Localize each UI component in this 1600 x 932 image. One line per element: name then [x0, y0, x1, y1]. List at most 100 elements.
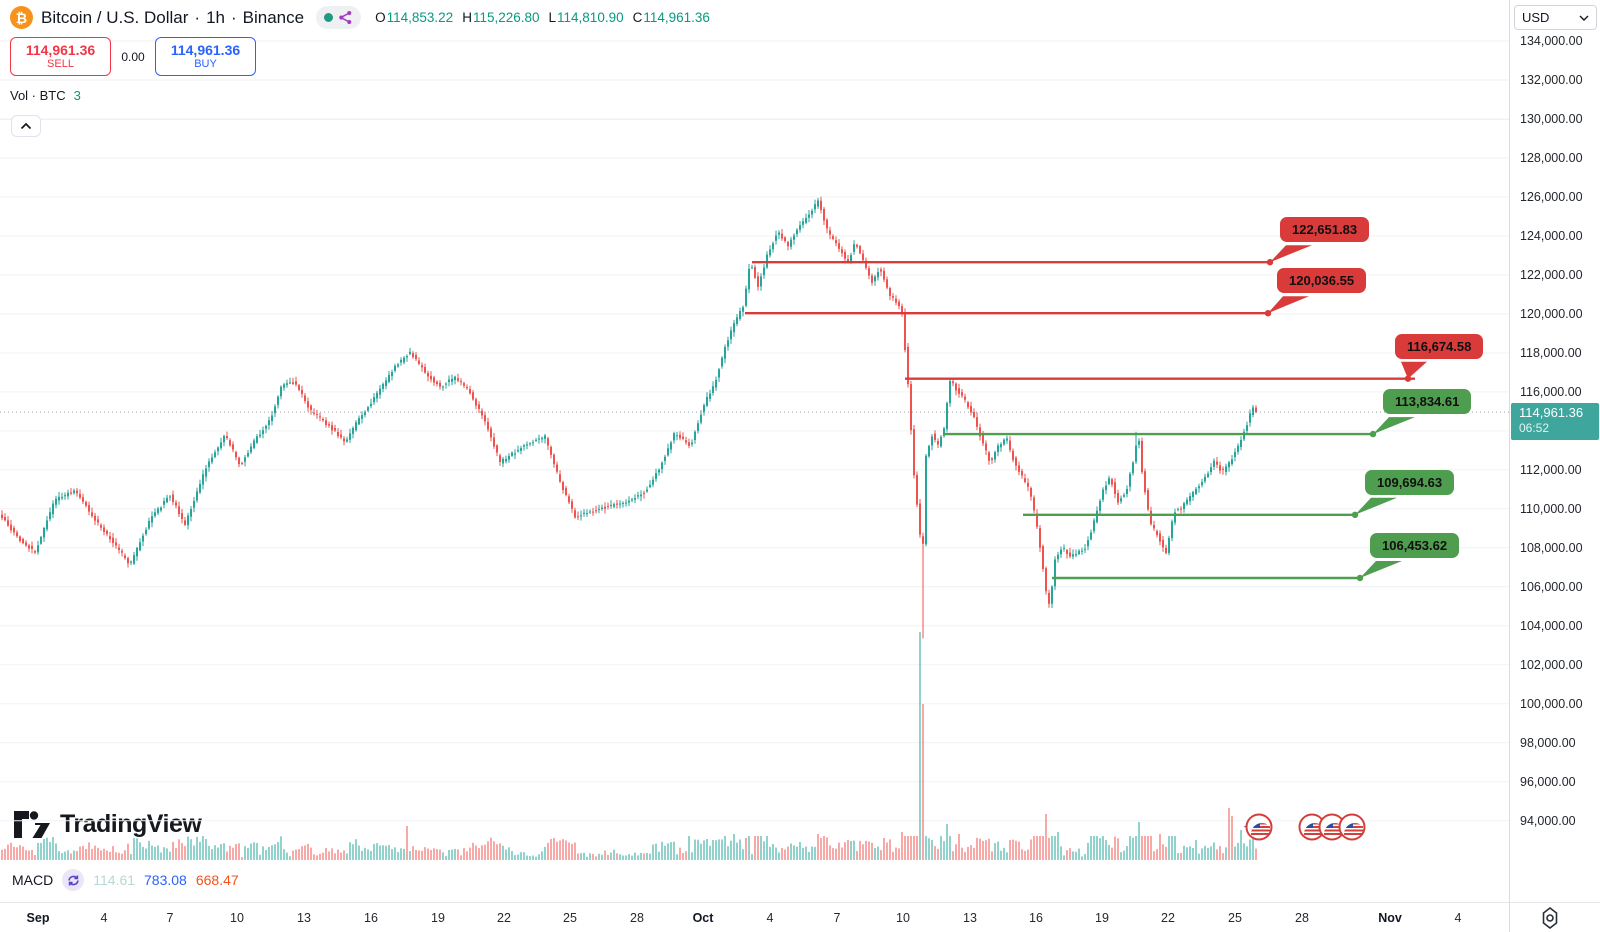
time-tick-label: 25: [1228, 911, 1242, 925]
price-tick-label: 134,000.00: [1520, 34, 1583, 48]
price-tick-label: 120,000.00: [1520, 307, 1583, 321]
price-tick-label: 132,000.00: [1520, 73, 1583, 87]
currency-dropdown[interactable]: USD: [1514, 5, 1597, 30]
time-tick-label: 7: [833, 911, 841, 925]
time-tick-label: 10: [896, 911, 910, 925]
chevron-up-icon: [20, 122, 32, 130]
price-tick-label: 106,000.00: [1520, 580, 1583, 594]
time-tick-label: 19: [1095, 911, 1109, 925]
price-tick-label: 100,000.00: [1520, 697, 1583, 711]
time-tick-label: 13: [963, 911, 977, 925]
price-tick-label: 118,000.00: [1520, 346, 1582, 360]
settings-gear-icon[interactable]: [1538, 906, 1562, 930]
price-level-label[interactable]: 106,453.62: [1370, 533, 1460, 558]
open-value: 114,853.22: [386, 10, 454, 25]
pane-divider: [0, 119, 1509, 120]
time-tick-label: 10: [230, 911, 244, 925]
price-tick-label: 124,000.00: [1520, 229, 1583, 243]
price-level-label[interactable]: 120,036.55: [1277, 268, 1367, 293]
low-label: L: [548, 10, 557, 25]
price-tick-label: 112,000.00: [1520, 463, 1582, 477]
sell-button[interactable]: 114,961.36 SELL: [10, 37, 111, 76]
us-flag-icon: [1245, 813, 1273, 841]
time-tick-label: 13: [297, 911, 311, 925]
exchange-label: Binance: [242, 7, 305, 27]
price-tick-label: 94,000.00: [1520, 814, 1576, 828]
price-tick-label: 110,000.00: [1520, 502, 1582, 516]
title-separator: ·: [230, 7, 237, 27]
time-tick-label: 28: [1295, 911, 1309, 925]
time-tick-label: 25: [563, 911, 577, 925]
us-flag-icon: [1338, 813, 1366, 841]
interval-label[interactable]: 1h: [206, 7, 225, 27]
price-level-label[interactable]: 113,834.61: [1383, 389, 1472, 414]
last-price-badge: 114,961.36 06:52: [1511, 403, 1599, 440]
sell-label: SELL: [47, 58, 74, 71]
sell-price: 114,961.36: [25, 42, 96, 59]
price-tick-label: 122,000.00: [1520, 268, 1583, 282]
volume-legend[interactable]: Vol · BTC 3: [10, 88, 81, 103]
symbol-name: Bitcoin / U.S. Dollar: [41, 7, 189, 27]
symbol-header: ₿ Bitcoin / U.S. Dollar · 1h · Binance O…: [10, 6, 710, 29]
time-tick-label: 28: [630, 911, 644, 925]
high-value: 115,226.80: [472, 10, 540, 25]
time-tick-label: Sep: [26, 911, 50, 925]
buy-button[interactable]: 114,961.36 BUY: [155, 37, 256, 76]
buy-price: 114,961.36: [170, 42, 241, 59]
ohlc-readout: O 114,853.22 H 115,226.80 L 114,810.90 C 114…: [375, 10, 710, 25]
time-tick-label: Oct: [692, 911, 714, 925]
event-marker-group[interactable]: ✦: [1242, 813, 1273, 841]
price-tick-label: 102,000.00: [1520, 658, 1583, 672]
macd-legend[interactable]: MACD 114.61 783.08 668.47: [12, 869, 239, 891]
close-label: C: [632, 10, 643, 25]
time-tick-label: 19: [431, 911, 445, 925]
price-axis[interactable]: USD 134,000.00 132,000.00 130,000.00 128,00…: [1509, 0, 1600, 902]
price-tick-label: 108,000.00: [1520, 541, 1583, 555]
tradingview-watermark: TradingView: [14, 810, 202, 839]
price-tick-label: 130,000.00: [1520, 112, 1583, 126]
price-level-label[interactable]: 116,674.58: [1395, 334, 1484, 359]
candlestick-chart[interactable]: [0, 0, 1509, 902]
time-tick-label: 16: [1029, 911, 1043, 925]
symbol-title[interactable]: Bitcoin / U.S. Dollar · 1h · Binance: [41, 8, 304, 28]
low-value: 114,810.90: [557, 10, 624, 25]
last-price-value: 114,961.36: [1519, 405, 1584, 420]
macd-value-3: 668.47: [195, 872, 239, 888]
price-tick-label: 104,000.00: [1520, 619, 1583, 633]
price-tick-label: 128,000.00: [1520, 151, 1583, 165]
price-tick-label: 116,000.00: [1520, 385, 1582, 399]
buy-label: BUY: [194, 58, 217, 71]
title-separator: ·: [194, 7, 201, 27]
share-icon[interactable]: [338, 10, 353, 25]
order-panel: 114,961.36 SELL 0.00 114,961.36 BUY: [10, 37, 256, 76]
price-level-label[interactable]: 122,651.83: [1280, 217, 1370, 242]
time-tick-label: 16: [364, 911, 378, 925]
currency-label: USD: [1522, 10, 1550, 25]
price-level-label[interactable]: 109,694.63: [1365, 470, 1455, 495]
price-tick-label: 98,000.00: [1520, 736, 1576, 750]
macd-value-2: 783.08: [144, 872, 187, 888]
event-marker-group[interactable]: [1298, 813, 1366, 841]
volume-label: Vol · BTC: [10, 88, 66, 103]
bitcoin-icon: ₿: [10, 6, 33, 29]
collapse-pane-button[interactable]: [11, 115, 41, 137]
macd-value-1: 114.61: [93, 872, 136, 888]
time-tick-label: 4: [1454, 911, 1462, 925]
price-tick-label: 96,000.00: [1520, 775, 1576, 789]
time-tick-label: Nov: [1378, 911, 1402, 925]
price-tick-label: 126,000.00: [1520, 190, 1583, 204]
refresh-icon[interactable]: [62, 869, 85, 891]
time-tick-label: 22: [1161, 911, 1175, 925]
market-status-pill: [316, 6, 362, 29]
volume-value: 3: [73, 88, 81, 103]
bar-countdown: 06:52: [1519, 421, 1550, 436]
market-open-dot-icon: [324, 13, 334, 22]
macd-label: MACD: [12, 872, 54, 888]
time-tick-label: 7: [166, 911, 174, 925]
time-axis[interactable]: Sep 4 7 10 13 16 19 22 25 28 Oct 4 7 10 13 16 19 22 25 28 No…: [0, 902, 1600, 932]
chevron-down-icon: [1579, 15, 1589, 21]
watermark-text: TradingView: [60, 810, 202, 838]
close-value: 114,961.36: [643, 10, 710, 25]
time-tick-label: 4: [100, 911, 108, 925]
